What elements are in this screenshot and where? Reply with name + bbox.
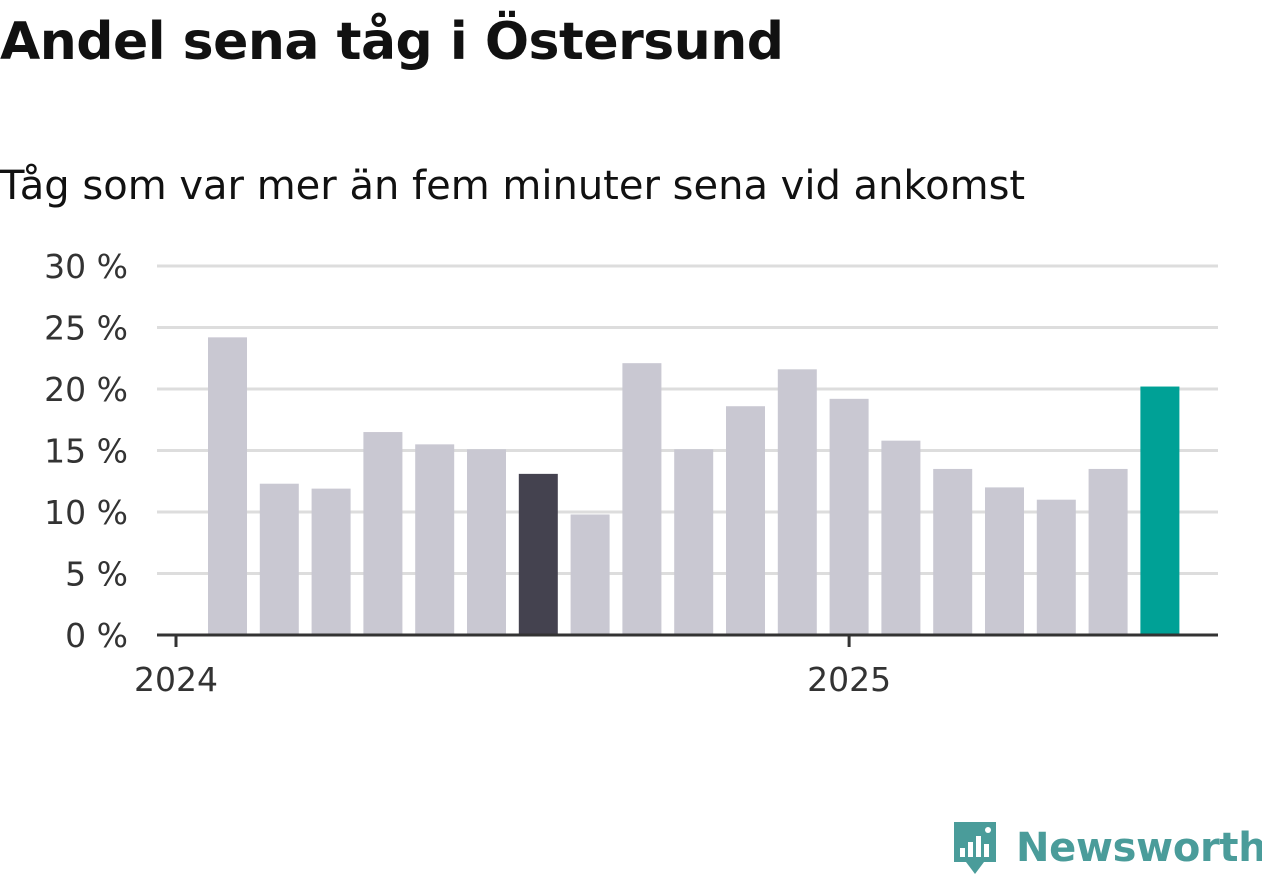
y-tick-label: 30 % <box>44 247 128 286</box>
logo-text: Newsworthy <box>1016 825 1262 871</box>
bar-6 <box>467 449 506 635</box>
y-tick-label: 10 % <box>44 493 128 532</box>
bar-8 <box>570 514 610 635</box>
bar-19 <box>1140 386 1180 635</box>
bar-3 <box>311 488 351 635</box>
bar-9 <box>622 363 662 635</box>
y-tick-label: 0 % <box>65 616 128 655</box>
bar-4 <box>363 432 403 635</box>
bar-5 <box>415 444 455 635</box>
chart-subtitle: Tåg som var mer än fem minuter sena vid … <box>0 163 1026 209</box>
bar-11 <box>726 406 765 635</box>
newsworthy-logo: Newsworthy <box>950 818 1262 878</box>
x-axis-ticks: 2024 2025 <box>134 635 891 699</box>
bar-18 <box>1088 468 1128 635</box>
y-tick-label: 20 % <box>44 370 128 409</box>
bar-17 <box>1036 499 1076 635</box>
x-tick-label: 2025 <box>807 660 891 699</box>
y-axis-tick-labels: 0 % 5 % 10 % 15 % 20 % 25 % 30 % <box>44 247 128 655</box>
chart-title: Andel sena tåg i Östersund <box>0 12 784 72</box>
bars <box>208 337 1180 635</box>
bar-7 <box>518 473 558 635</box>
bar-14 <box>881 440 921 635</box>
y-tick-label: 15 % <box>44 432 128 471</box>
bar-chart: 0 % 5 % 10 % 15 % 20 % 25 % 30 % 2024 2025 <box>44 247 1218 699</box>
x-tick-label: 2024 <box>134 660 218 699</box>
bar-2 <box>259 483 299 635</box>
bar-10 <box>674 449 714 635</box>
y-tick-label: 25 % <box>44 309 128 348</box>
bar-15 <box>933 468 973 635</box>
y-tick-label: 5 % <box>65 555 128 594</box>
bar-1 <box>208 337 247 635</box>
newsworthy-bar-chart-icon <box>954 822 996 874</box>
bar-12 <box>777 369 817 635</box>
bar-13 <box>829 398 869 635</box>
bar-16 <box>985 487 1024 635</box>
